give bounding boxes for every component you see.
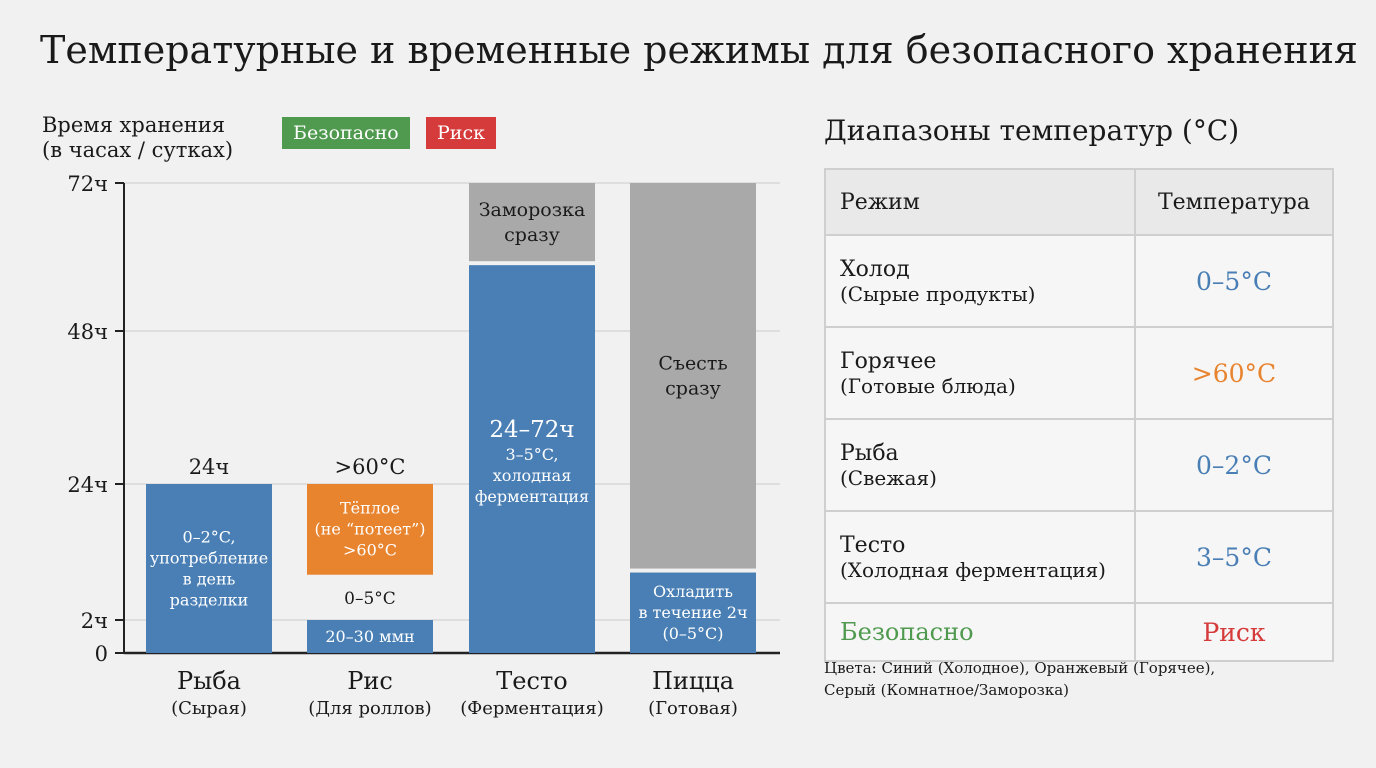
segment-label: 0–2°C,	[182, 527, 235, 546]
x-category-sub: (Для роллов)	[308, 698, 431, 719]
temp-value: 0–2°C	[1134, 418, 1334, 512]
mode-name: Горячее	[840, 348, 937, 374]
table-title: Диапазоны температур (°C)	[824, 114, 1240, 147]
y-tick-label: 48ч	[67, 320, 108, 344]
segment-label: (не “потеет”)	[315, 520, 426, 539]
segment-label: Охладить	[653, 582, 733, 601]
bar-segment-cold	[146, 484, 272, 653]
x-category-sub: (Ферментация)	[460, 698, 603, 719]
color-note: Цвета: Синий (Холодное), Оранжевый (Горя…	[824, 657, 1215, 701]
mode-cell: Рыба (Свежая)	[824, 418, 1136, 512]
mode-sub: (Холодная ферментация)	[840, 557, 1106, 582]
bar-segment-room	[630, 183, 756, 569]
bar-chart: 0 2ч 24ч 48ч 72ч 0–2°C, употребление в день разд…	[67, 172, 780, 719]
segment-big-label: 24–72ч	[489, 417, 574, 443]
table-footer-row: Безопасно Риск	[824, 602, 1334, 662]
header-mode: Режим	[824, 168, 1136, 236]
y-tick-label: 0	[95, 642, 108, 666]
segment-label: употребление	[150, 548, 268, 567]
bar-top-label: >60°C	[335, 455, 406, 479]
note-line1: Цвета: Синий (Холодное), Оранжевый (Горя…	[824, 659, 1216, 677]
y-tick-label: 2ч	[81, 609, 108, 633]
x-category-label: Тесто	[496, 667, 567, 695]
mode-sub: (Сырые продукты)	[840, 281, 1036, 306]
table-row: Тесто (Холодная ферментация) 3–5°C	[824, 510, 1334, 604]
segment-label: в день	[183, 569, 236, 588]
bar-segment-cold	[630, 572, 756, 653]
segment-label: Съесть	[658, 353, 727, 375]
footer-safe: Безопасно	[824, 602, 1136, 662]
temp-value: >60°C	[1134, 326, 1334, 420]
x-category-label: Рыба	[177, 667, 241, 695]
x-category-sub: (Сырая)	[171, 698, 247, 719]
bar-segment-hot	[307, 484, 433, 575]
segment-label: разделки	[170, 590, 249, 609]
mode-name: Рыба	[840, 440, 899, 466]
table-row: Рыба (Свежая) 0–2°C	[824, 418, 1334, 512]
mode-cell: Холод (Сырые продукты)	[824, 234, 1136, 328]
x-category-label: Рис	[347, 667, 393, 695]
mode-sub: (Свежая)	[840, 465, 937, 490]
segment-label: сразу	[504, 224, 560, 246]
footer-risk: Риск	[1134, 602, 1334, 662]
bar-segment-room	[469, 183, 595, 262]
table-header-row: Режим Температура	[824, 168, 1334, 236]
bar-top-label: 24ч	[189, 455, 230, 479]
temperature-table: Режим Температура Холод (Сырые продукты) 0…	[824, 168, 1334, 662]
page-title: Температурные и временные режимы для без…	[40, 28, 1358, 72]
y-tick-label: 24ч	[67, 473, 108, 497]
note-line2: Серый (Комнатное/Заморозка)	[824, 681, 1069, 699]
temp-value: 3–5°C	[1134, 510, 1334, 604]
legend-risk: Риск	[426, 117, 496, 149]
segment-label: холодная	[493, 466, 572, 485]
y-label-line2: (в часах / сутках)	[42, 138, 234, 162]
mode-cell: Тесто (Холодная ферментация)	[824, 510, 1136, 604]
y-tick-label: 72ч	[67, 172, 108, 196]
bar-mid-label: 0–5°C	[344, 589, 396, 609]
segment-label: 20–30 ммн	[325, 627, 414, 646]
y-axis-label: Время хранения (в часах / сутках)	[42, 113, 233, 163]
header-temp: Температура	[1134, 168, 1334, 236]
mode-name: Тесто	[840, 532, 906, 558]
table-row: Горячее (Готовые блюда) >60°C	[824, 326, 1334, 420]
segment-label: >60°C	[343, 541, 397, 560]
segment-label: в течение 2ч	[638, 603, 747, 622]
temp-value: 0–5°C	[1134, 234, 1334, 328]
y-label-line1: Время хранения	[42, 113, 226, 137]
table-row: Холод (Сырые продукты) 0–5°C	[824, 234, 1334, 328]
segment-label: ферментация	[475, 487, 589, 506]
segment-label: (0–5°C)	[662, 624, 723, 643]
mode-name: Холод	[840, 256, 910, 282]
segment-label: сразу	[665, 378, 721, 400]
mode-cell: Горячее (Готовые блюда)	[824, 326, 1136, 420]
bar-segment-cold	[307, 620, 433, 653]
x-category-label: Пицца	[652, 667, 734, 695]
x-category-sub: (Готовая)	[648, 698, 738, 719]
bar-segment-cold	[469, 265, 595, 653]
segment-label: 3–5°C,	[505, 445, 558, 464]
segment-label: Тёплое	[340, 499, 400, 518]
legend-safe: Безопасно	[282, 117, 410, 149]
mode-sub: (Готовые блюда)	[840, 373, 1016, 398]
segment-label: Заморозка	[479, 199, 586, 221]
